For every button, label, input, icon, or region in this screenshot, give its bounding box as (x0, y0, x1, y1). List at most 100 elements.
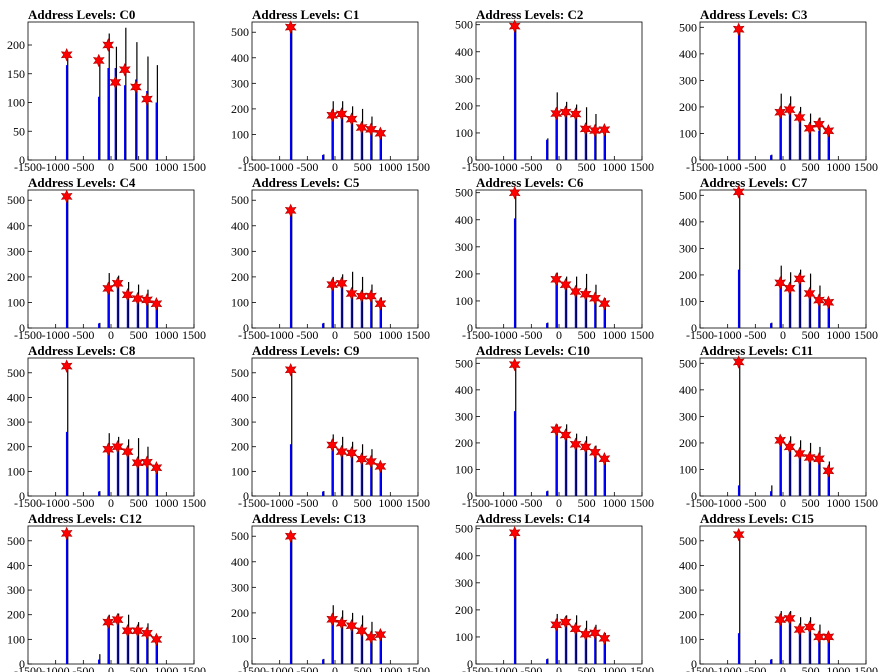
peak-marker (598, 452, 611, 466)
panel-c9: Address Levels: C90100200300400500-1500-… (231, 343, 430, 510)
x-tick-label: 500 (354, 328, 372, 342)
y-tick-label: 100 (455, 630, 473, 644)
x-tick-label: -500 (72, 328, 94, 342)
x-tick-label: -1500 (14, 496, 42, 510)
x-tick-label: 1500 (630, 328, 654, 342)
y-tick-label: 100 (7, 295, 25, 309)
y-tick-label: 500 (679, 20, 697, 34)
y-tick-label: 300 (455, 240, 473, 254)
peak-marker (335, 107, 348, 121)
peak-marker (355, 624, 368, 638)
peak-marker (355, 452, 368, 466)
peak-marker (793, 272, 806, 286)
panel-title: Address Levels: C10 (476, 343, 590, 358)
peak-marker (783, 611, 796, 626)
x-tick-label: -1000 (42, 160, 70, 174)
x-tick-label: -500 (72, 496, 94, 510)
peak-marker (141, 293, 153, 307)
x-tick-label: -500 (296, 664, 318, 672)
peak-marker (732, 527, 745, 542)
y-tick-label: 200 (455, 99, 473, 113)
peak-marker (732, 22, 745, 36)
peak-marker (803, 121, 816, 135)
y-tick-label: 400 (679, 47, 697, 61)
peak-marker (335, 444, 348, 459)
x-tick-label: 500 (130, 160, 148, 174)
x-tick-label: 0 (780, 328, 786, 342)
x-tick-label: 1000 (826, 664, 850, 672)
peak-marker (345, 112, 358, 126)
peak-marker (326, 108, 339, 123)
x-tick-label: 500 (578, 160, 596, 174)
panel-title: Address Levels: C8 (28, 343, 136, 358)
x-tick-label: -1500 (686, 664, 714, 672)
x-tick-label: 500 (354, 664, 372, 672)
peak-marker (783, 440, 796, 454)
y-tick-label: 400 (231, 555, 249, 569)
peak-marker (589, 291, 601, 305)
panel-c11: Address Levels: C11 0 100 200 300 400 500 -1500… (679, 343, 878, 510)
y-tick-label: 0 (19, 489, 25, 503)
x-tick-label: 0 (780, 496, 786, 510)
peak-marker (141, 626, 153, 640)
x-tick-label: -500 (72, 160, 94, 174)
panel-c8: Address Levels: C80100200300400500-1500-… (7, 343, 206, 510)
y-tick-label: 300 (679, 409, 697, 423)
y-tick-label: 500 (7, 534, 25, 548)
peak-marker (559, 428, 572, 442)
y-tick-label: 300 (455, 72, 473, 86)
y-tick-label: 500 (231, 25, 249, 39)
x-tick-label: 500 (578, 664, 596, 672)
peak-marker (579, 440, 592, 454)
panel-c6: Address Levels: C60100200300400500-1500-… (455, 175, 654, 342)
x-tick-label: 0 (332, 160, 338, 174)
y-tick-label: 500 (231, 366, 249, 380)
x-tick-label: 1000 (378, 328, 402, 342)
x-tick-label: 1500 (630, 496, 654, 510)
y-tick-label: 100 (231, 127, 249, 141)
peak-marker (550, 272, 563, 287)
plot-frame (699, 357, 867, 497)
plot-frame (251, 525, 419, 665)
y-tick-label: 100 (455, 294, 473, 308)
peak-marker (345, 446, 358, 460)
y-tick-label: 0 (243, 489, 249, 503)
peak-marker (732, 185, 745, 199)
y-tick-label: 100 (7, 464, 25, 478)
plot-frame (475, 21, 643, 161)
y-tick-label: 0 (243, 153, 249, 167)
peak-marker (355, 120, 368, 135)
peak-marker (60, 359, 73, 373)
panel-title: Address Levels: C12 (28, 511, 142, 526)
x-tick-label: -1500 (238, 328, 266, 342)
y-tick-label: 200 (679, 100, 697, 114)
x-tick-label: -1500 (14, 328, 42, 342)
peak-marker (111, 439, 124, 454)
x-tick-label: 1500 (630, 160, 654, 174)
plot-frame (475, 189, 643, 329)
plot-frame (699, 189, 867, 329)
y-tick-label: 300 (679, 73, 697, 87)
plot-frame (27, 525, 195, 665)
panel-title: Address Levels: C5 (252, 175, 360, 190)
peak-marker (284, 363, 297, 377)
y-tick-label: 0 (467, 657, 473, 671)
y-tick-label: 100 (679, 294, 697, 308)
peak-marker (121, 623, 134, 638)
panel-title: Address Levels: C4 (28, 175, 136, 190)
x-tick-label: 1000 (826, 160, 850, 174)
peak-marker (559, 277, 572, 292)
y-tick-label: 500 (231, 529, 249, 543)
peak-marker (813, 293, 825, 307)
x-tick-label: 500 (802, 664, 820, 672)
y-tick-label: 200 (7, 440, 25, 454)
y-tick-label: 300 (7, 244, 25, 258)
y-tick-label: 150 (7, 67, 25, 81)
y-tick-label: 500 (455, 522, 473, 536)
x-tick-label: -500 (520, 496, 542, 510)
x-tick-label: -1500 (238, 664, 266, 672)
peak-marker (579, 627, 592, 641)
peak-marker (345, 618, 358, 633)
x-tick-label: -1000 (714, 496, 742, 510)
